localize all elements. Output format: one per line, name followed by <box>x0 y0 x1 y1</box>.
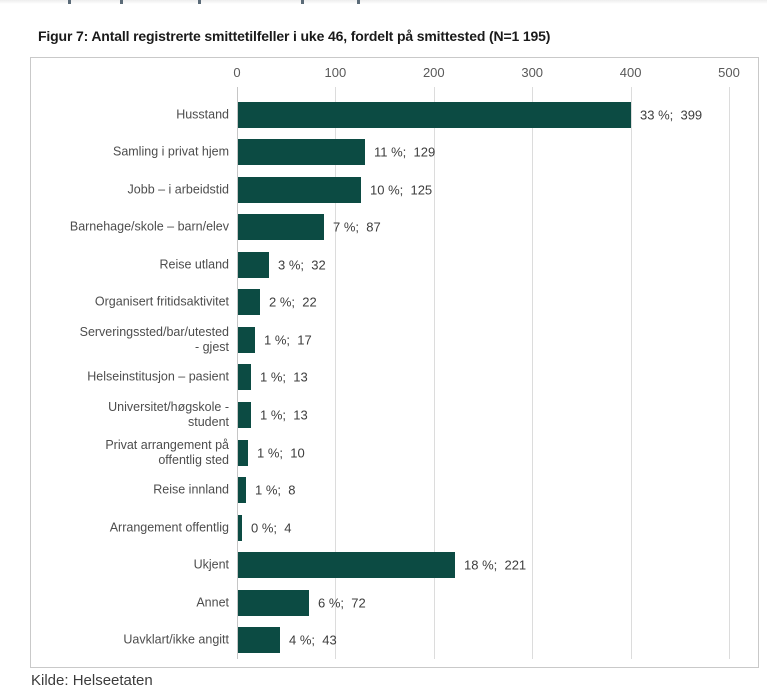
bar <box>238 514 242 541</box>
figure-title: Figur 7: Antall registrerte smittetilfel… <box>38 28 551 44</box>
value-label: 3 %; 32 <box>278 257 326 273</box>
bar <box>238 139 365 166</box>
clipped-text-remnant <box>301 0 304 4</box>
chart-row: Reise innland 1 %; 8 <box>31 471 758 509</box>
chart-row: Ukjent 18 %; 221 <box>31 546 758 584</box>
clipped-text-remnant <box>68 0 71 4</box>
bar <box>238 439 248 466</box>
value-label: 1 %; 8 <box>255 482 296 498</box>
bar <box>238 214 324 241</box>
category-label: Samling i privat hjem <box>112 144 229 159</box>
category-label: Husstand <box>176 107 229 122</box>
category-label: Serveringssted/bar/utested - gjest <box>79 324 229 354</box>
clipped-text-remnant <box>198 0 201 4</box>
chart-row: Reise utland 3 %; 32 <box>31 246 758 284</box>
x-axis-label: 0 <box>233 65 241 80</box>
y-axis-line <box>237 87 238 659</box>
bar <box>238 552 455 579</box>
value-label: 33 %; 399 <box>640 107 703 123</box>
chart-row: Arrangement offentlig 0 %; 4 <box>31 509 758 547</box>
chart-row: Uavklart/ikke angitt 4 %; 43 <box>31 621 758 659</box>
clipped-text-remnant <box>357 0 360 4</box>
gridline <box>729 87 730 659</box>
source-note: Kilde: Helseetaten <box>31 672 153 689</box>
bar <box>238 402 251 429</box>
value-label: 18 %; 221 <box>464 557 527 573</box>
bar <box>238 176 361 203</box>
x-axis-label: 400 <box>619 65 642 80</box>
page-top-edge <box>0 0 767 4</box>
chart-row: Universitet/høgskole - student 1 %; 13 <box>31 396 758 434</box>
category-label: Helseinstitusjon – pasient <box>87 369 229 384</box>
bar-chart: 0 100 200 300 400 500 Husstand 33 %; 399 Samling… <box>30 57 759 668</box>
gridline <box>532 87 534 659</box>
chart-row: Helseinstitusjon – pasient 1 %; 13 <box>31 359 758 397</box>
category-label: Jobb – i arbeidstid <box>127 182 229 197</box>
value-label: 1 %; 10 <box>257 445 305 461</box>
value-label: 1 %; 17 <box>264 332 312 348</box>
chart-rows: Husstand 33 %; 399 Samling i privat hjem 11… <box>31 96 758 659</box>
category-label: Reise innland <box>153 482 229 497</box>
value-label: 10 %; 125 <box>370 182 433 198</box>
category-label: Annet <box>196 595 229 610</box>
gridline <box>335 87 337 659</box>
bar <box>238 477 246 504</box>
category-label: Organisert fritidsaktivitet <box>94 294 229 309</box>
value-label: 6 %; 72 <box>318 595 366 611</box>
bar <box>238 326 255 353</box>
x-axis-label: 300 <box>521 65 544 80</box>
bar <box>238 589 309 616</box>
chart-row: Serveringssted/bar/utested - gjest 1 %; 1… <box>31 321 758 359</box>
x-axis-label: 100 <box>324 65 347 80</box>
value-label: 4 %; 43 <box>289 632 337 648</box>
chart-row: Organisert fritidsaktivitet 2 %; 22 <box>31 284 758 322</box>
category-label: Uavklart/ikke angitt <box>123 632 229 647</box>
value-label: 1 %; 13 <box>260 369 308 385</box>
category-label: Universitet/høgskole - student <box>108 400 229 430</box>
chart-row: Husstand 33 %; 399 <box>31 96 758 134</box>
value-label: 11 %; 129 <box>374 144 436 160</box>
category-label: Ukjent <box>193 557 229 572</box>
bar <box>238 251 269 278</box>
bar <box>238 289 260 316</box>
chart-row: Annet 6 %; 72 <box>31 584 758 622</box>
value-label: 0 %; 4 <box>251 520 292 536</box>
clipped-text-remnant <box>120 0 123 4</box>
category-label: Arrangement offentlig <box>109 520 229 535</box>
chart-row: Privat arrangement på offentlig sted 1 %;… <box>31 434 758 472</box>
bar <box>238 364 251 391</box>
value-label: 2 %; 22 <box>269 294 317 310</box>
category-label: Barnehage/skole – barn/elev <box>69 219 229 234</box>
category-label: Reise utland <box>159 257 230 272</box>
bar <box>238 627 280 654</box>
chart-row: Samling i privat hjem 11 %; 129 <box>31 134 758 172</box>
x-axis-label: 200 <box>422 65 445 80</box>
category-label: Privat arrangement på offentlig sted <box>105 437 229 467</box>
value-label: 7 %; 87 <box>333 219 381 235</box>
chart-row: Barnehage/skole – barn/elev 7 %; 87 <box>31 209 758 247</box>
gridline <box>433 87 435 659</box>
chart-row: Jobb – i arbeidstid 10 %; 125 <box>31 171 758 209</box>
bar <box>238 101 631 128</box>
value-label: 1 %; 13 <box>260 407 308 423</box>
gridline <box>630 87 632 659</box>
x-axis-label: 500 <box>718 65 740 80</box>
